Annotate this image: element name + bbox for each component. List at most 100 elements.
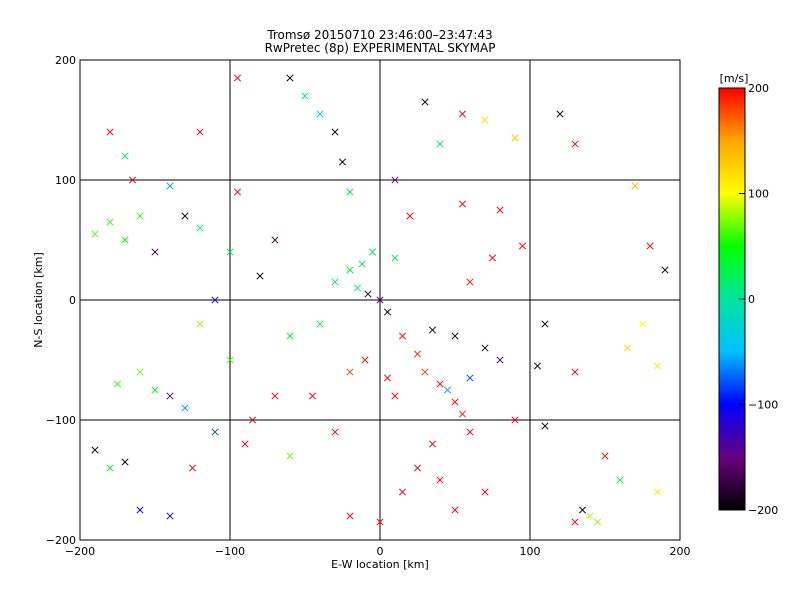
data-point bbox=[241, 440, 249, 448]
x-axis-label: E-W location [km] bbox=[331, 558, 429, 571]
data-point bbox=[151, 386, 159, 394]
y-tick-label: 100 bbox=[55, 174, 76, 187]
data-point bbox=[481, 344, 489, 352]
data-point bbox=[451, 332, 459, 340]
data-point bbox=[436, 476, 444, 484]
data-point bbox=[518, 242, 527, 250]
data-point bbox=[413, 350, 422, 358]
data-point bbox=[286, 332, 294, 340]
data-point bbox=[556, 110, 564, 118]
data-point bbox=[181, 212, 189, 220]
data-point bbox=[316, 320, 324, 328]
x-tick-label: −200 bbox=[65, 545, 95, 558]
data-point bbox=[121, 458, 129, 466]
data-point bbox=[586, 512, 594, 520]
data-point bbox=[511, 134, 519, 142]
data-point bbox=[196, 224, 204, 232]
data-point bbox=[391, 176, 399, 184]
data-point bbox=[451, 506, 459, 514]
data-point bbox=[571, 368, 579, 376]
data-point bbox=[383, 374, 392, 382]
data-point bbox=[623, 344, 632, 352]
data-point bbox=[496, 206, 504, 214]
data-point bbox=[346, 266, 354, 274]
colorbar-tick-label: 100 bbox=[748, 188, 769, 201]
data-point bbox=[358, 260, 366, 268]
colorbar-ticks: −200 −100 0 100 200 bbox=[739, 82, 778, 517]
data-point bbox=[136, 506, 144, 514]
data-point bbox=[646, 242, 654, 250]
data-point bbox=[488, 254, 497, 262]
colorbar bbox=[718, 87, 746, 511]
y-ticks: −200 −100 0 100 200 bbox=[46, 54, 86, 547]
data-point bbox=[376, 296, 384, 304]
data-point bbox=[121, 152, 129, 160]
data-point bbox=[226, 248, 234, 256]
x-ticks: −200 −100 0 100 200 bbox=[65, 534, 691, 558]
data-point bbox=[196, 320, 204, 328]
data-point bbox=[458, 410, 467, 418]
data-point bbox=[481, 488, 489, 496]
data-point bbox=[571, 140, 579, 148]
y-tick-label: −200 bbox=[46, 534, 76, 547]
data-point bbox=[533, 362, 542, 370]
data-point bbox=[166, 182, 174, 190]
data-point bbox=[443, 386, 452, 394]
data-point bbox=[248, 416, 257, 424]
data-point bbox=[578, 506, 587, 514]
data-point bbox=[481, 116, 489, 124]
data-point bbox=[458, 200, 467, 208]
data-point bbox=[106, 128, 114, 136]
data-point bbox=[466, 278, 474, 286]
data-point bbox=[616, 476, 624, 484]
data-point bbox=[346, 368, 354, 376]
data-point bbox=[466, 428, 474, 436]
data-point bbox=[631, 182, 639, 190]
colorbar-label: [m/s] bbox=[720, 72, 749, 85]
data-points bbox=[91, 74, 669, 526]
data-point bbox=[233, 188, 242, 196]
data-point bbox=[353, 284, 362, 292]
data-point bbox=[211, 296, 219, 304]
data-point bbox=[151, 248, 159, 256]
data-point bbox=[331, 428, 339, 436]
data-point bbox=[271, 236, 279, 244]
data-point bbox=[346, 512, 354, 520]
data-point bbox=[166, 392, 174, 400]
y-axis-label: N-S location [km] bbox=[32, 252, 45, 348]
chart-subtitle: RwPretec (8p) EXPERIMENTAL SKYMAP bbox=[265, 41, 496, 55]
data-point bbox=[466, 374, 474, 382]
x-tick-label: 100 bbox=[520, 545, 541, 558]
data-point bbox=[398, 332, 407, 340]
data-point bbox=[166, 512, 174, 520]
data-point bbox=[91, 446, 99, 454]
data-point bbox=[593, 518, 602, 526]
y-tick-label: 200 bbox=[55, 54, 76, 67]
colorbar-tick-label: 200 bbox=[748, 82, 769, 95]
data-point bbox=[376, 518, 384, 526]
data-point bbox=[331, 128, 339, 136]
data-point bbox=[286, 74, 294, 82]
data-point bbox=[196, 128, 204, 136]
data-point bbox=[458, 110, 467, 118]
data-point bbox=[406, 212, 414, 220]
chart-title: Tromsø 20150710 23:46:00–23:47:43 bbox=[266, 28, 492, 42]
data-point bbox=[451, 398, 459, 406]
data-point bbox=[541, 422, 549, 430]
data-point bbox=[571, 518, 579, 526]
data-point bbox=[391, 392, 399, 400]
x-tick-label: 200 bbox=[670, 545, 691, 558]
data-point bbox=[256, 272, 264, 280]
data-point bbox=[496, 356, 504, 364]
data-point bbox=[541, 320, 549, 328]
data-point bbox=[398, 488, 407, 496]
data-point bbox=[346, 188, 354, 196]
data-point bbox=[233, 74, 242, 82]
data-point bbox=[436, 140, 444, 148]
data-point bbox=[653, 362, 662, 370]
data-point bbox=[428, 440, 437, 448]
data-point bbox=[226, 356, 234, 364]
data-point bbox=[308, 392, 317, 400]
data-point bbox=[286, 452, 294, 460]
